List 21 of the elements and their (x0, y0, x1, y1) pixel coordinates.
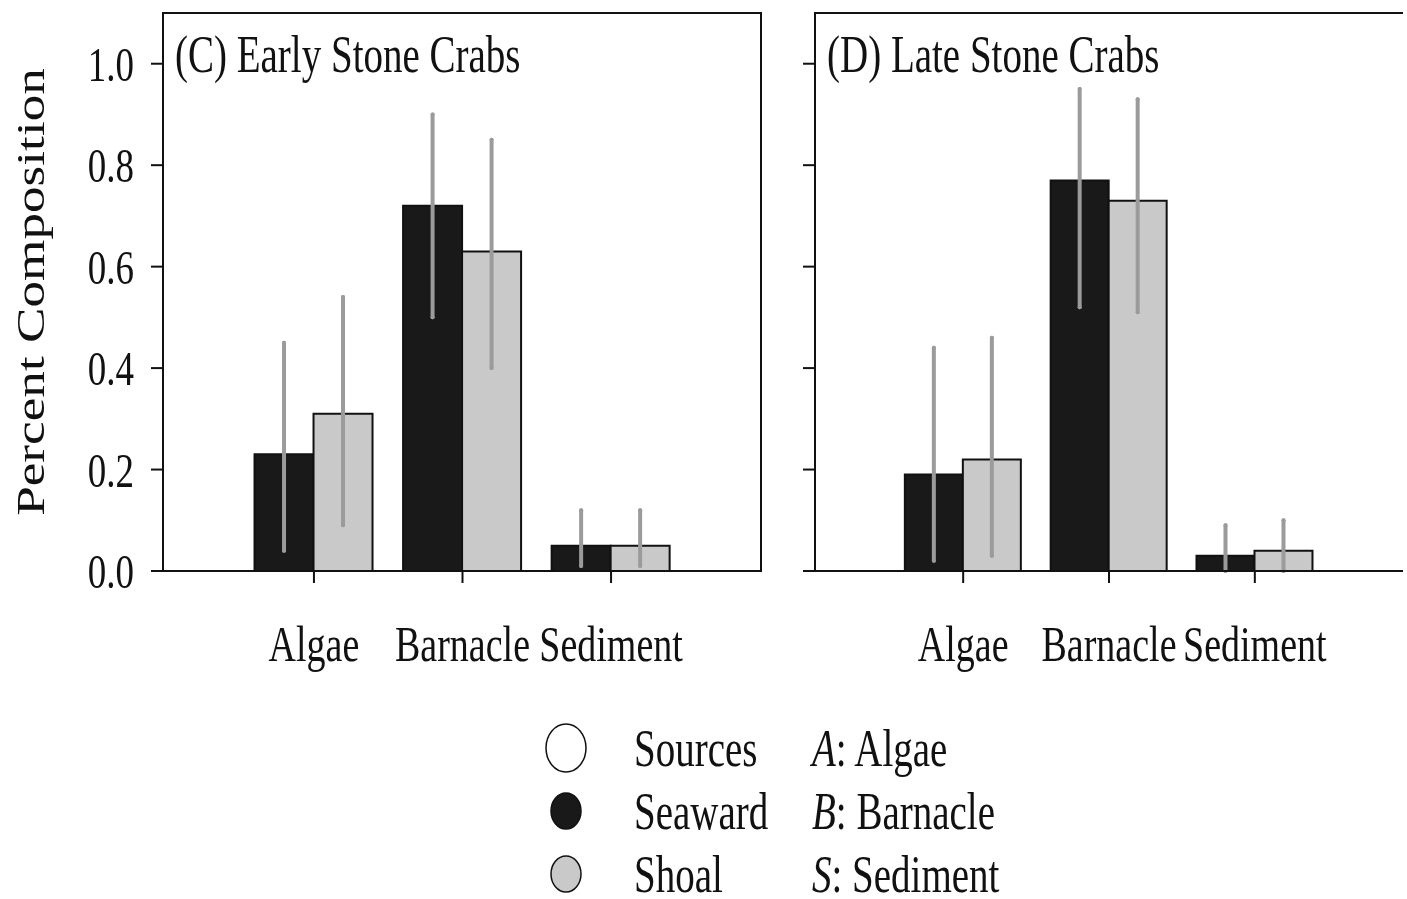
x-tick-label: Sediment (539, 615, 684, 673)
x-tick-label: Algae (917, 615, 1009, 673)
chart-title: (D) Late Stone Crabs (827, 25, 1160, 83)
y-tick-label: 0.6 (87, 239, 134, 295)
legend-label: Shoal (634, 845, 723, 899)
y-tick-label: 0.2 (87, 442, 134, 497)
text: A: Algae (812, 719, 948, 777)
chart-title: (C) Early Stone Crabs (175, 25, 521, 83)
text: S: Sediment (812, 845, 1000, 899)
x-tick-label: Barnacle (395, 615, 530, 673)
legend-label: Seaward (634, 782, 769, 840)
y-tick-label: 0.8 (87, 138, 134, 193)
y-tick-label: 0.4 (87, 341, 135, 396)
y-tick-label: 1.0 (87, 36, 134, 92)
x-tick-label: Algae (268, 615, 360, 673)
y-axis-title: Percent Composition (8, 68, 53, 516)
text: Sources (634, 719, 758, 777)
y-tick-label: 0.0 (87, 544, 134, 599)
x-tick-label: Barnacle (1041, 615, 1177, 673)
x-tick-label: Sediment (1183, 615, 1328, 673)
text: B: Barnacle (812, 782, 995, 840)
